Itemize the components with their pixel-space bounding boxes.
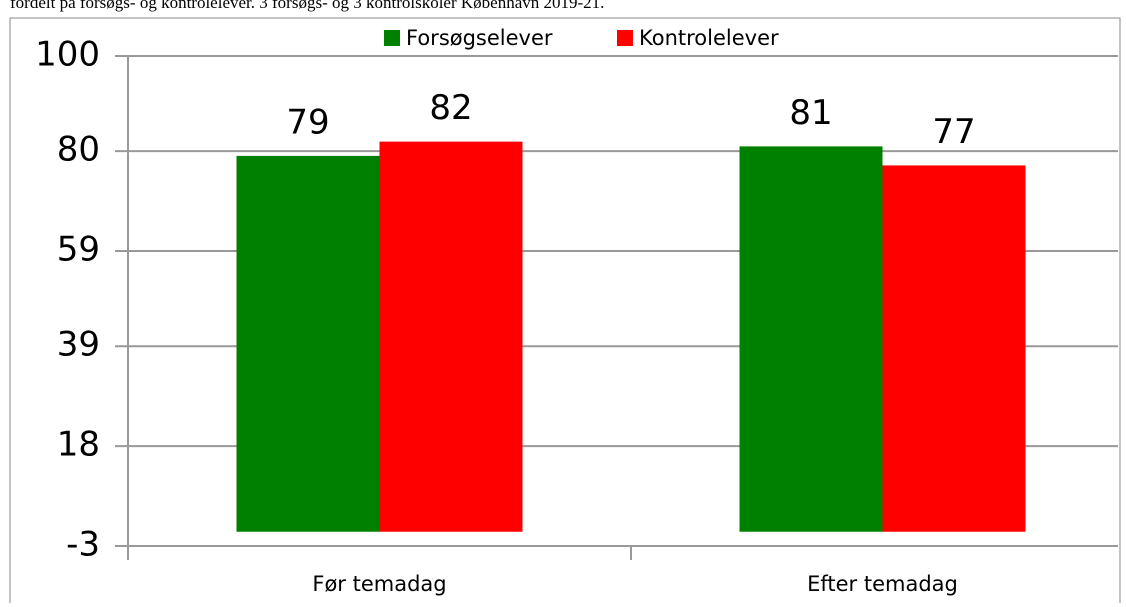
y-tick-label: 39 [57,325,100,365]
y-tick-label: 18 [57,425,100,465]
data-label: 77 [932,112,975,152]
legend-label: Forsøgselever [406,26,553,50]
y-tick-label: 59 [57,230,100,270]
bar [739,146,883,532]
data-label: 81 [789,93,832,133]
bar [379,141,523,532]
chart-border [9,17,1121,607]
data-label: 79 [286,102,329,142]
chart-title: fordelt på forsøgs- og kontrolelever. 3 … [10,0,604,12]
legend-label: Kontrolelever [639,26,779,50]
legend-swatch [617,30,633,46]
data-label: 82 [429,88,472,128]
x-tick-label: Efter temadag [807,572,958,596]
y-tick-label: 100 [35,35,100,75]
legend-swatch [384,30,400,46]
bar [882,165,1026,532]
x-tick-label: Før temadag [312,572,446,596]
bar [236,155,380,532]
y-tick-label: -3 [66,525,100,565]
y-tick-label: 80 [57,130,100,170]
